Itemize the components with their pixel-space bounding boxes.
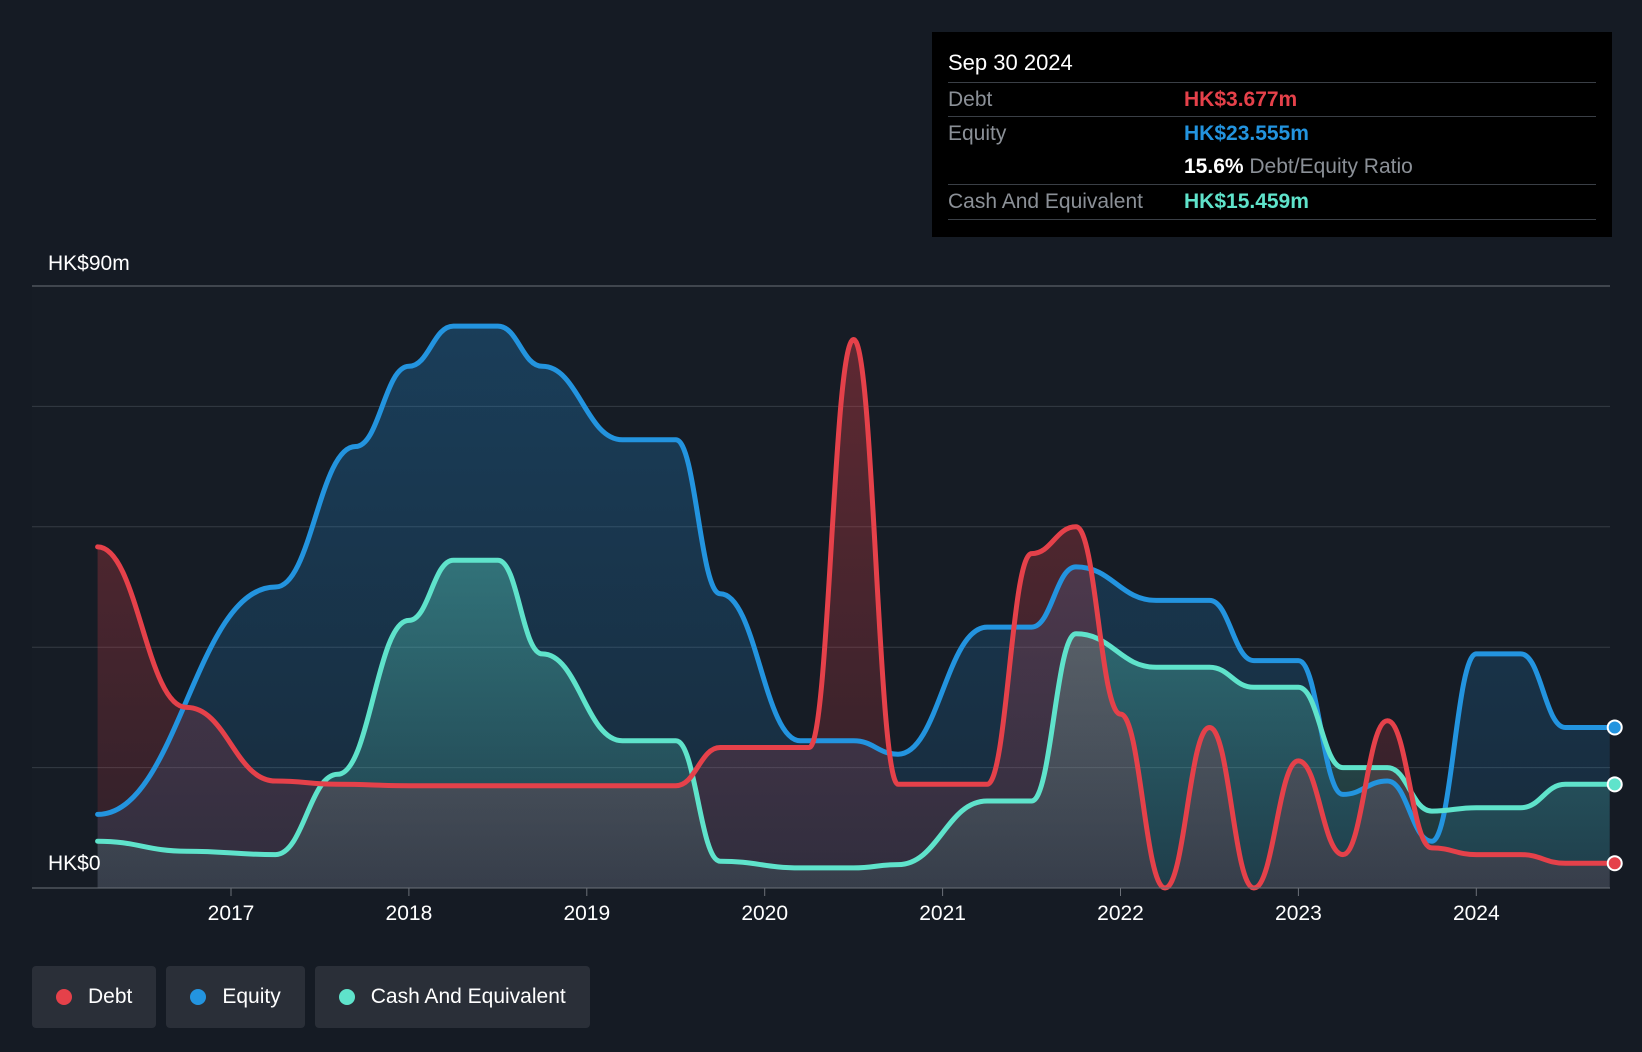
- y-max-label: HK$90m: [48, 252, 130, 275]
- debt-end-marker: [1606, 855, 1623, 872]
- x-tick-label: 2023: [1275, 902, 1322, 925]
- equity-dot-icon: [190, 989, 207, 1005]
- tooltip-debt-value: HK$3.677m: [1184, 88, 1298, 111]
- debt-area: [97, 339, 1610, 888]
- legend-item-cash[interactable]: Cash And Equivalent: [314, 966, 590, 1028]
- tooltip-date: Sep 30 2024: [948, 50, 1073, 75]
- x-tick-label: 2019: [563, 902, 610, 925]
- tooltip-cash-value: HK$15.459m: [1184, 190, 1309, 213]
- x-tick-label: 2020: [741, 902, 788, 925]
- legend-item-equity[interactable]: Equity: [166, 966, 305, 1028]
- x-tick-label: 2017: [208, 902, 255, 925]
- tooltip-ratio-label: Debt/Equity Ratio: [1249, 155, 1413, 178]
- tooltip-equity-label: Equity: [948, 122, 1007, 145]
- tooltip-row-equity: Equity HK$23.555m: [948, 116, 1596, 151]
- tooltip-panel: Sep 30 2024 Debt HK$3.677m Equity HK$23.…: [932, 32, 1612, 237]
- debt-dot-icon: [56, 989, 72, 1005]
- tooltip-row-cash: Cash And Equivalent HK$15.459m: [948, 184, 1596, 220]
- tooltip-row-debt: Debt HK$3.677m: [948, 82, 1596, 117]
- legend-equity-label: Equity: [222, 985, 281, 1008]
- tooltip-cash-label: Cash And Equivalent: [948, 190, 1143, 213]
- legend-cash-label: Cash And Equivalent: [370, 985, 566, 1008]
- cash-line: [95, 557, 1613, 871]
- x-tick-label: 2018: [386, 902, 433, 925]
- cash-end-marker: [1606, 776, 1623, 793]
- x-tick-label: 2024: [1453, 902, 1500, 925]
- tooltip-debt-label: Debt: [948, 88, 993, 111]
- cash-dot-icon: [338, 989, 355, 1005]
- tooltip-equity-value: HK$23.555m: [1184, 122, 1309, 145]
- tooltip-ratio: 15.6% Debt/Equity Ratio: [1184, 155, 1413, 179]
- x-tick-label: 2021: [919, 902, 966, 925]
- y-min-label: HK$0: [48, 852, 101, 875]
- equity-end-marker: [1606, 719, 1623, 736]
- x-tick-label: 2022: [1097, 902, 1144, 925]
- legend-item-debt[interactable]: Debt: [32, 966, 157, 1028]
- tooltip-row-ratio: 15.6% Debt/Equity Ratio: [948, 150, 1596, 184]
- legend-debt-label: Debt: [88, 985, 133, 1008]
- equity-line: [95, 323, 1613, 844]
- tooltip-ratio-value: 15.6%: [1184, 155, 1244, 178]
- debt-line: [95, 337, 1613, 891]
- legend: Debt Equity Cash And Equivalent: [32, 966, 590, 1030]
